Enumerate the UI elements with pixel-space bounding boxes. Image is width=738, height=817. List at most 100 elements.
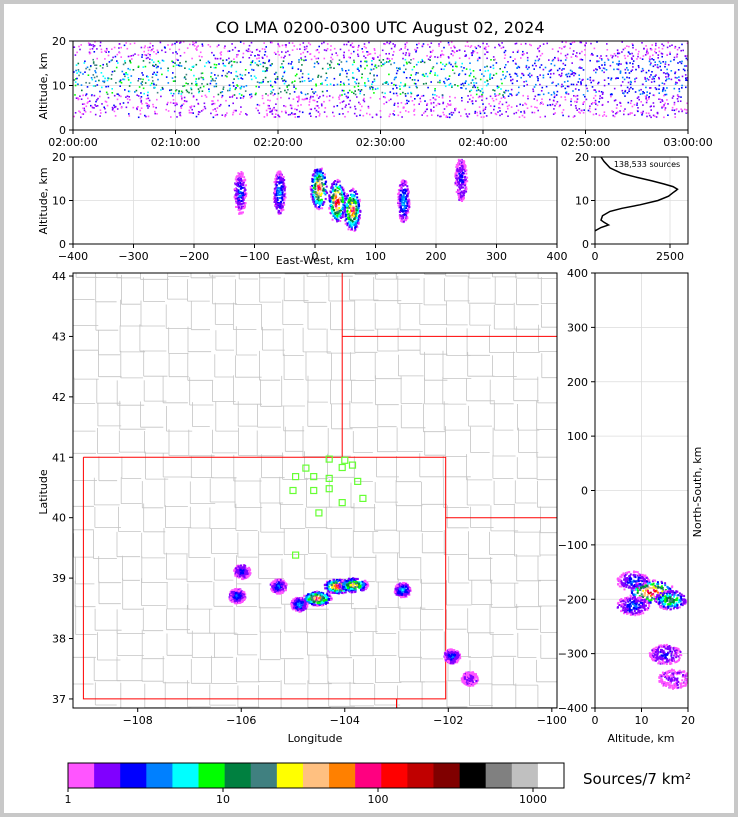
ns-y-tick-label: 400 bbox=[567, 267, 588, 280]
colorbar-tick-label: 100 bbox=[368, 793, 389, 806]
time-axis-ticks: 0 10 20 02:00:00 02:10:00 02:20:00 02:30:00 02:… bbox=[48, 35, 712, 149]
lma-station-marker bbox=[359, 494, 367, 502]
histogram-line bbox=[595, 157, 679, 232]
map-xlabel: Longitude bbox=[288, 732, 343, 745]
lma-stations bbox=[289, 455, 367, 559]
altitude-histogram-panel: 0 2500 0 10 20 138,533 sources bbox=[575, 151, 689, 263]
ew-x-tick-label: 0 bbox=[312, 250, 319, 263]
ns-y-tick-label: −300 bbox=[558, 648, 588, 661]
colorbar-tick-label: 10 bbox=[216, 793, 230, 806]
colorbar-blocks bbox=[68, 763, 565, 788]
ns-panel-xlabel: Altitude, km bbox=[607, 732, 674, 745]
ns-panel-ylabel: North-South, km bbox=[691, 447, 704, 538]
ns-y-tick-label: −400 bbox=[558, 702, 588, 715]
ns-y-tick-label: 200 bbox=[567, 376, 588, 389]
colorbar-block bbox=[485, 763, 513, 788]
time-y-tick-label: 0 bbox=[59, 124, 66, 137]
lma-station-marker bbox=[348, 461, 357, 469]
ew-x-tick-label: 100 bbox=[365, 250, 386, 263]
ew-panel-ylabel: Altitude, km bbox=[37, 167, 50, 234]
colorbar-tick-label: 1 bbox=[65, 793, 72, 806]
lma-station-marker bbox=[289, 486, 297, 495]
time-x-tick-label: 02:20:00 bbox=[253, 136, 302, 149]
ns-altitude-density bbox=[616, 570, 688, 690]
colorbar-block bbox=[68, 763, 95, 788]
colorbar-block bbox=[433, 763, 460, 788]
ns-x-tick-label: 10 bbox=[635, 714, 649, 727]
map-y-tick-label: 38 bbox=[52, 633, 66, 646]
colorbar-block bbox=[407, 763, 434, 788]
map-x-tick-label: −100 bbox=[537, 714, 567, 727]
lma-station-marker bbox=[341, 456, 349, 464]
colorbar-block bbox=[198, 763, 225, 788]
colorbar-block bbox=[355, 763, 382, 788]
ew-altitude-density bbox=[233, 158, 469, 232]
colorbar-ticks: 1 10 100 1000 bbox=[65, 788, 547, 806]
plan-view-density bbox=[228, 564, 480, 687]
time-x-tick-label: 02:30:00 bbox=[356, 136, 405, 149]
ew-y-tick-label: 0 bbox=[59, 238, 66, 251]
time-x-tick-label: 02:40:00 bbox=[458, 136, 507, 149]
colorbar-block bbox=[302, 763, 330, 788]
lma-station-marker bbox=[325, 455, 333, 463]
hist-y-tick-label: 20 bbox=[575, 151, 589, 164]
ns-axis-ticks: 0 10 20 400 300 200 100 0 −100 −200 −300 −400 bbox=[558, 267, 695, 727]
state-border bbox=[82, 456, 447, 700]
ew-altitude-panel: −400 −300 −200 −100 0 100 200 300 400 0 10 20 East-… bbox=[37, 151, 568, 267]
ns-x-tick-label: 20 bbox=[681, 714, 695, 727]
lma-station-marker bbox=[292, 551, 300, 559]
map-x-tick-label: −102 bbox=[433, 714, 463, 727]
ew-axis-ticks: −400 −300 −200 −100 0 100 200 300 400 0 10 20 bbox=[52, 151, 568, 263]
colorbar-block bbox=[146, 763, 173, 788]
lma-station-marker bbox=[310, 473, 318, 481]
source-count-annotation: 138,533 sources bbox=[614, 160, 680, 169]
ns-y-tick-label: −200 bbox=[558, 593, 588, 606]
colorbar-tick-label: 1000 bbox=[519, 793, 547, 806]
ns-altitude-panel: 0 10 20 400 300 200 100 0 −100 −200 −300 −400 Altit… bbox=[558, 267, 704, 745]
time-x-tick-label: 03:00:00 bbox=[663, 136, 712, 149]
ew-x-tick-label: −100 bbox=[239, 250, 269, 263]
colorbar-block bbox=[459, 763, 486, 788]
map-x-tick-label: −104 bbox=[330, 714, 360, 727]
figure-frame: CO LMA 0200-0300 UTC August 02, 2024 0 10… bbox=[4, 4, 734, 813]
lma-station-marker bbox=[310, 486, 318, 495]
colorbar-block bbox=[329, 763, 356, 788]
map-y-tick-label: 43 bbox=[52, 330, 66, 343]
ns-x-tick-label: 0 bbox=[592, 714, 599, 727]
lma-figure: CO LMA 0200-0300 UTC August 02, 2024 010… bbox=[37, 18, 713, 806]
hist-x-tick-label: 2500 bbox=[656, 250, 684, 263]
map-y-tick-label: 37 bbox=[52, 693, 66, 706]
time-y-tick-label: 20 bbox=[52, 35, 66, 48]
lma-station-marker bbox=[302, 464, 310, 472]
time-altitude-panel: 0 10 20 02:00:00 02:10:00 02:20:00 02:30:00 02:… bbox=[37, 35, 713, 149]
ns-y-tick-label: 300 bbox=[567, 321, 588, 334]
colorbar-block bbox=[94, 763, 121, 788]
colorbar: 1 10 100 1000 Sources/7 km² bbox=[65, 762, 691, 806]
lma-station-marker bbox=[325, 474, 333, 482]
colorbar-block bbox=[276, 763, 304, 788]
colorbar-block bbox=[172, 763, 199, 788]
lma-station-marker bbox=[325, 485, 333, 493]
ns-y-tick-label: −100 bbox=[558, 539, 588, 552]
colorbar-block bbox=[250, 763, 278, 788]
colorbar-block bbox=[381, 763, 408, 788]
map-y-tick-label: 42 bbox=[52, 391, 66, 404]
ew-x-tick-label: 300 bbox=[486, 250, 507, 263]
lma-station-marker bbox=[338, 463, 346, 472]
map-x-tick-label: −108 bbox=[123, 714, 153, 727]
map-y-tick-label: 44 bbox=[52, 270, 66, 283]
time-y-tick-label: 10 bbox=[52, 80, 66, 93]
chart-title: CO LMA 0200-0300 UTC August 02, 2024 bbox=[215, 18, 544, 37]
lma-station-marker bbox=[354, 477, 362, 485]
colorbar-block bbox=[511, 763, 539, 788]
histogram-axis-ticks: 0 2500 0 10 20 bbox=[575, 151, 684, 263]
ew-x-tick-label: −300 bbox=[118, 250, 148, 263]
ew-x-tick-label: 400 bbox=[547, 250, 568, 263]
hist-y-tick-label: 10 bbox=[575, 195, 589, 208]
lma-station-marker bbox=[338, 499, 346, 507]
ns-y-tick-label: 100 bbox=[567, 430, 588, 443]
colorbar-block bbox=[537, 763, 565, 788]
time-x-tick-label: 02:50:00 bbox=[561, 136, 610, 149]
time-x-tick-label: 02:10:00 bbox=[151, 136, 200, 149]
map-axis-ticks: −108 −106 −104 −102 −100 37 38 39 40 41 42 43 44 bbox=[52, 270, 567, 727]
